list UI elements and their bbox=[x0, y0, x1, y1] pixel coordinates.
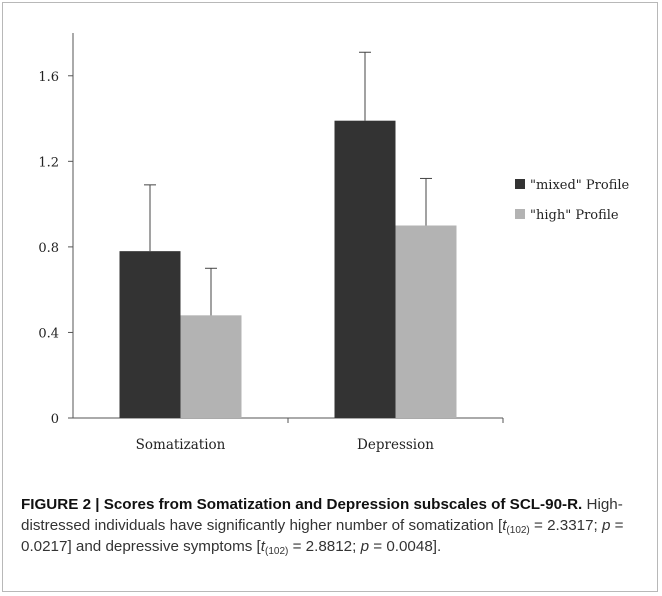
t-symbol-1: t bbox=[502, 517, 507, 534]
bars bbox=[119, 51, 457, 418]
t-symbol-2: t bbox=[260, 538, 265, 555]
y-tick-label: 1.6 bbox=[38, 70, 59, 85]
p-symbol-1: p bbox=[601, 517, 611, 534]
figure-caption: FIGURE 2 | Scores from Somatization and … bbox=[21, 494, 646, 557]
t-value-2: = 2.8812; bbox=[288, 538, 361, 555]
y-tick-label: 0.8 bbox=[38, 241, 59, 256]
bar bbox=[180, 315, 242, 418]
bar bbox=[395, 225, 457, 418]
legend-swatch bbox=[515, 179, 525, 189]
bar bbox=[119, 251, 181, 418]
legend-label: "mixed" Profile bbox=[530, 178, 630, 193]
t-subscript-1: (102) bbox=[506, 525, 530, 536]
caption-text-1: High-distressed individuals have signifi… bbox=[21, 496, 623, 534]
x-tick-label: Depression bbox=[357, 437, 434, 453]
y-tick-label: 1.2 bbox=[38, 155, 59, 170]
t-subscript-2: (102) bbox=[265, 546, 289, 557]
y-tick-label: 0.4 bbox=[38, 326, 59, 341]
bar-chart: 0 0.4 0.8 1.2 1.6 Somatization Depression "mix… bbox=[38, 33, 630, 453]
axes: 0 0.4 0.8 1.2 1.6 Somatization Depression bbox=[38, 33, 504, 453]
x-tick-label: Somatization bbox=[136, 437, 226, 453]
bar bbox=[334, 120, 396, 418]
p-value-1: = 0.0217] and depressive symptoms [ bbox=[21, 517, 624, 555]
p-value-2: = 0.0048]. bbox=[369, 538, 442, 555]
legend-swatch bbox=[515, 209, 525, 219]
y-tick-label: 0 bbox=[51, 412, 59, 427]
t-value-1: = 2.3317; bbox=[529, 517, 602, 534]
caption-title: FIGURE 2 | Scores from Somatization and … bbox=[21, 496, 583, 513]
legend-label: "high" Profile bbox=[530, 208, 619, 223]
legend: "mixed" Profile "high" Profile bbox=[515, 178, 630, 223]
p-symbol-2: p bbox=[360, 538, 370, 555]
